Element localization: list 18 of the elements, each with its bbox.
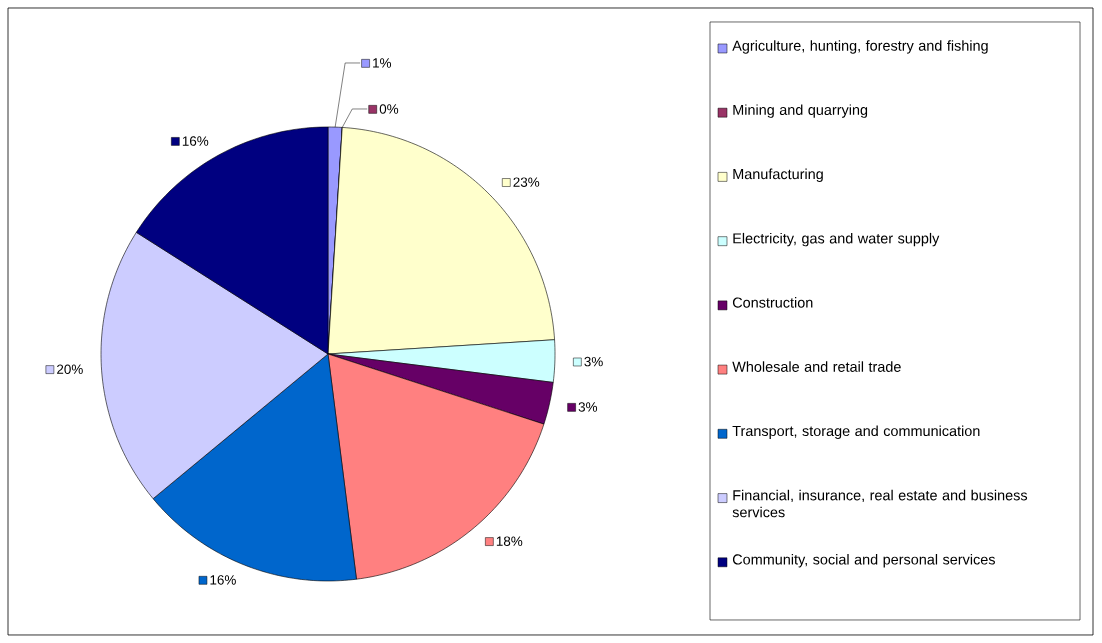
legend-label: Mining and quarrying	[733, 104, 868, 118]
legend-label: Wholesale and retail trade	[732, 361, 901, 372]
data-label: 3%	[584, 356, 603, 367]
legend-label: Financial, insurance, real estate and business services	[732, 489, 1028, 518]
legend-label: Construction	[732, 297, 813, 308]
data-label: 3%	[578, 402, 598, 412]
data-label: 18%	[496, 536, 523, 546]
data-label: 23%	[513, 177, 540, 187]
legend-label: Agriculture, hunting, forestry and fishing	[732, 40, 988, 54]
data-label: 20%	[57, 364, 83, 374]
data-label: 1%	[373, 58, 392, 68]
legend-label: Electricity, gas and water supply	[733, 232, 940, 247]
legend-label: Community, social and personal services	[732, 553, 995, 568]
data-label: 16%	[210, 575, 236, 585]
legend-label: Transport, storage and communication	[732, 425, 980, 439]
data-label: 16%	[182, 136, 209, 146]
text: 0%	[379, 104, 399, 114]
legend-label: Manufacturing	[733, 168, 823, 183]
